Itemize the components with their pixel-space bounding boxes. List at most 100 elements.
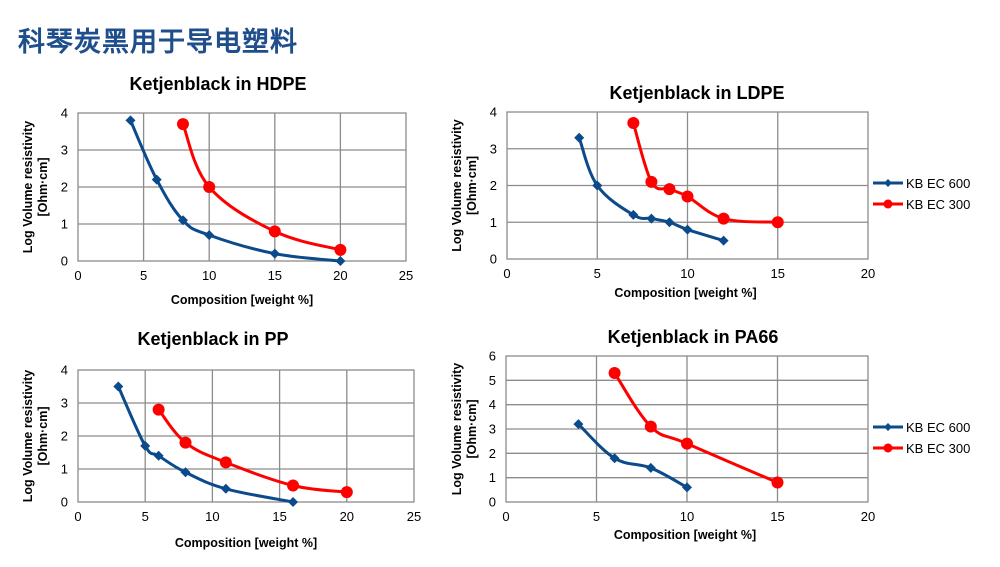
legend-marker-circle bbox=[883, 443, 893, 453]
data-point bbox=[663, 183, 676, 196]
x-tick-label: 10 bbox=[680, 266, 694, 281]
data-point bbox=[204, 230, 215, 241]
data-point bbox=[113, 381, 124, 392]
series-line bbox=[577, 423, 688, 489]
legend-label: KB EC 600 bbox=[906, 176, 970, 191]
data-point bbox=[180, 467, 191, 478]
x-tick-label: 15 bbox=[770, 509, 784, 524]
x-axis-label: Composition [weight %] bbox=[171, 293, 313, 307]
y-tick-label: 2 bbox=[61, 180, 68, 195]
x-axis-label: Composition [weight %] bbox=[175, 536, 317, 550]
x-axis-label: Composition [weight %] bbox=[614, 528, 756, 542]
data-point bbox=[335, 256, 346, 266]
data-point bbox=[153, 450, 164, 461]
y-tick-label: 1 bbox=[489, 470, 496, 485]
series-kb-ec-600 bbox=[125, 115, 346, 266]
series-kb-ec-300 bbox=[176, 118, 347, 256]
legend: KB EC 600 KB EC 300 bbox=[873, 176, 970, 212]
y-axis-label-unit: [Ohm·cm] bbox=[36, 406, 50, 465]
y-tick-label: 3 bbox=[490, 141, 497, 156]
legend-marker-circle bbox=[883, 199, 893, 209]
data-point bbox=[592, 180, 603, 191]
page-title: 科琴炭黑用于导电塑料 bbox=[18, 27, 298, 58]
y-tick-label: 2 bbox=[489, 446, 496, 461]
y-axis-label-unit: [Ohm·cm] bbox=[465, 399, 479, 458]
legend-label: KB EC 300 bbox=[906, 197, 970, 212]
chart-pp: Ketjenblack in PP 0 5 10 15 20 25 0 1 2 3 4 Composit… bbox=[21, 329, 421, 550]
chart-title: Ketjenblack in HDPE bbox=[129, 74, 306, 94]
data-point bbox=[718, 235, 729, 246]
y-axis-label-unit: [Ohm·cm] bbox=[465, 156, 479, 215]
y-tick-label: 2 bbox=[61, 429, 68, 444]
series-kb-ec-600 bbox=[573, 419, 692, 493]
series-kb-ec-300 bbox=[627, 117, 784, 229]
data-point bbox=[681, 437, 693, 450]
data-point bbox=[771, 216, 784, 229]
x-tick-label: 5 bbox=[593, 509, 600, 524]
chart-hdpe: Ketjenblack in HDPE 0 5 10 15 20 25 0 1 2 3 4 Compos… bbox=[21, 74, 413, 307]
x-tick-label: 10 bbox=[205, 509, 219, 524]
y-tick-label: 0 bbox=[490, 252, 497, 267]
y-axis-label: Log Volume resistivity bbox=[21, 121, 35, 253]
x-tick-label: 25 bbox=[399, 268, 413, 283]
y-tick-label: 5 bbox=[489, 373, 496, 388]
x-tick-label: 15 bbox=[268, 268, 282, 283]
series-line bbox=[116, 385, 294, 504]
y-tick-label: 3 bbox=[61, 143, 68, 158]
data-point bbox=[609, 453, 620, 464]
series-kb-ec-600 bbox=[574, 132, 729, 246]
data-point bbox=[334, 243, 347, 256]
y-tick-label: 2 bbox=[490, 178, 497, 193]
x-tick-label: 10 bbox=[680, 509, 694, 524]
x-tick-label: 5 bbox=[142, 509, 149, 524]
y-tick-label: 4 bbox=[490, 105, 497, 120]
x-tick-label: 20 bbox=[340, 509, 354, 524]
y-axis-label: Log Volume resistivity bbox=[21, 370, 35, 502]
data-point bbox=[287, 479, 300, 492]
data-point bbox=[628, 209, 639, 220]
data-point bbox=[681, 190, 694, 203]
x-tick-label: 5 bbox=[594, 266, 601, 281]
data-point bbox=[682, 482, 692, 493]
y-tick-label: 3 bbox=[61, 396, 68, 411]
x-tick-label: 20 bbox=[861, 509, 875, 524]
y-tick-label: 3 bbox=[489, 422, 496, 437]
data-point bbox=[664, 217, 675, 228]
x-tick-label: 10 bbox=[202, 268, 216, 283]
data-point bbox=[646, 213, 657, 224]
data-point bbox=[717, 212, 730, 225]
series-line bbox=[613, 372, 779, 484]
data-point bbox=[573, 419, 584, 430]
legend-marker-diamond bbox=[884, 179, 892, 187]
x-tick-label: 0 bbox=[502, 509, 509, 524]
data-point bbox=[151, 174, 162, 185]
x-tick-label: 0 bbox=[74, 268, 81, 283]
series-line bbox=[129, 119, 341, 263]
data-point bbox=[645, 175, 658, 188]
y-axis-label: Log Volume resistivity bbox=[450, 363, 464, 495]
series-kb-ec-600 bbox=[113, 381, 299, 507]
y-axis-label-unit: [Ohm·cm] bbox=[36, 157, 50, 216]
y-tick-label: 0 bbox=[489, 495, 496, 510]
data-point bbox=[177, 215, 188, 226]
series-kb-ec-300 bbox=[608, 367, 784, 489]
data-point bbox=[644, 420, 657, 433]
data-point bbox=[152, 403, 165, 416]
chart-title: Ketjenblack in LDPE bbox=[609, 83, 784, 103]
x-tick-label: 15 bbox=[272, 509, 286, 524]
chart-title: Ketjenblack in PA66 bbox=[608, 327, 779, 347]
data-point bbox=[645, 462, 656, 473]
x-tick-label: 20 bbox=[861, 266, 875, 281]
chart-ldpe: Ketjenblack in LDPE 0 5 10 15 20 0 1 2 3 4 Composit… bbox=[450, 83, 970, 300]
legend-label: KB EC 300 bbox=[906, 441, 970, 456]
data-point bbox=[125, 115, 136, 126]
series-line bbox=[181, 123, 341, 252]
y-tick-label: 6 bbox=[489, 349, 496, 364]
y-tick-label: 4 bbox=[61, 363, 68, 378]
y-axis-label: Log Volume resistivity bbox=[450, 119, 464, 251]
y-tick-label: 1 bbox=[61, 462, 68, 477]
data-point bbox=[340, 486, 353, 499]
y-tick-label: 4 bbox=[489, 397, 496, 412]
chart-pa66: Ketjenblack in PA66 0 5 10 15 20 0 1 2 3 4 5 6 Compos… bbox=[450, 327, 970, 542]
